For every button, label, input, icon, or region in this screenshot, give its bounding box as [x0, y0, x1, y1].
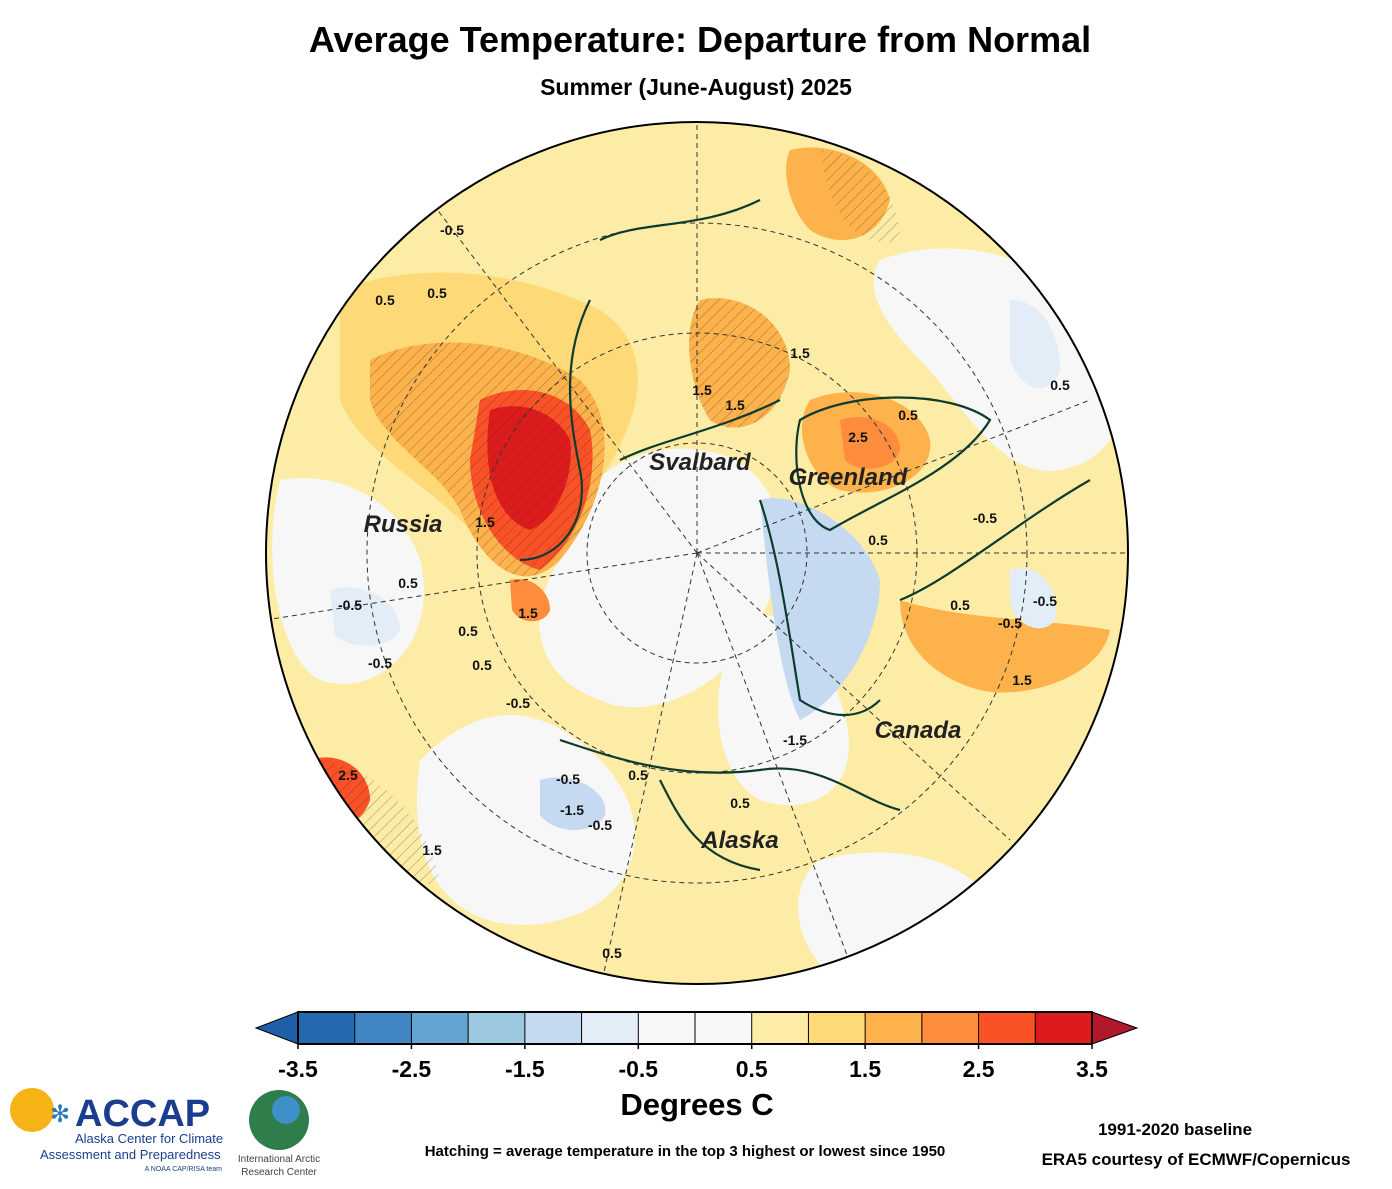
logo-text: Research Center	[241, 1167, 317, 1178]
contour-label: -0.5	[506, 695, 530, 711]
colorbar-bin	[808, 1012, 866, 1044]
contour-label: -0.5	[973, 510, 997, 526]
contour-label: 1.5	[692, 382, 712, 398]
map-border	[265, 121, 1129, 985]
contour-label: 0.5	[898, 407, 918, 423]
colorbar-bin	[581, 1012, 639, 1044]
colorbar-bin	[1035, 1012, 1092, 1044]
colorbar-bin	[411, 1012, 469, 1044]
logo-name: ACCAP	[75, 1093, 210, 1135]
colorbar-tick-label: 1.5	[849, 1056, 881, 1082]
contour-label: -0.5	[556, 771, 580, 787]
contour-label: 0.5	[950, 597, 970, 613]
contour-label: -0.5	[588, 817, 612, 833]
region-labels: Svalbard Greenland Russia Canada Alaska	[364, 449, 962, 854]
logo-sun	[10, 1088, 54, 1132]
anomaly-field	[510, 579, 550, 622]
colorbar-bin	[921, 1012, 979, 1044]
contour-label: 0.5	[458, 623, 478, 639]
contour-label: 0.5	[1050, 377, 1070, 393]
colorbar-bin	[865, 1012, 922, 1044]
accap-logo: ✻ ACCAP Alaska Center for Climate Assess…	[10, 1088, 223, 1173]
hatching	[310, 760, 440, 886]
logo-snowflake: ✻	[50, 1101, 70, 1128]
baseline: 1991-2020 baseline	[1098, 1120, 1252, 1139]
contour-label: 0.5	[398, 575, 418, 591]
anomaly-field	[539, 448, 780, 708]
colorbar-bin	[695, 1012, 752, 1044]
anomaly-field	[416, 715, 635, 925]
colorbar-tick-label: 3.5	[1076, 1056, 1108, 1082]
colorbar: -3.5 -2.5 -1.5 -0.5 0.5 1.5 2.5 3.5	[254, 1011, 1139, 1082]
colorbar-frame	[297, 1011, 1093, 1045]
colorbar-tick-label: -3.5	[278, 1056, 318, 1082]
colorbar-extend-low	[254, 1011, 299, 1045]
contour-label: 1.5	[725, 397, 745, 413]
colorbar-bin	[298, 1012, 355, 1044]
colorbar-bin	[751, 1012, 809, 1044]
colorbar-tick-label: -2.5	[392, 1056, 432, 1082]
colorbar-tick-label: 2.5	[963, 1056, 995, 1082]
anomaly-field	[1010, 568, 1056, 629]
colorbar-bin	[354, 1012, 412, 1044]
contour-label: 0.5	[868, 532, 888, 548]
anomaly-field	[840, 416, 900, 469]
colorbar-bin	[524, 1012, 582, 1044]
contour-label: -0.5	[1033, 593, 1057, 609]
source: ERA5 courtesy of ECMWF/Copernicus	[1042, 1150, 1351, 1169]
contour-label: -0.5	[440, 222, 464, 238]
contour-label: -0.5	[338, 597, 362, 613]
logo-text: Alaska Center for Climate	[75, 1131, 223, 1146]
colorbar-bin	[468, 1012, 525, 1044]
hatching	[820, 150, 900, 243]
logo-text: International Arctic	[238, 1154, 320, 1165]
region-label: Svalbard	[649, 449, 752, 476]
contour-label: 0.5	[730, 795, 750, 811]
region-label: Russia	[364, 511, 443, 538]
contour-label: 0.5	[628, 767, 648, 783]
colorbar-tick-label: -1.5	[505, 1056, 545, 1082]
contour-label: 1.5	[518, 605, 538, 621]
logo-globe	[272, 1096, 300, 1124]
contour-label: -0.5	[368, 655, 392, 671]
colorbar-extend-high	[1091, 1011, 1139, 1045]
hatching	[370, 342, 605, 577]
contour-labels: -0.5 0.5 0.5 -0.5 0.5 -0.5 0.5 0.5 1.5 1.5 1.5 1.5 2…	[338, 222, 1070, 961]
contour-label: 1.5	[422, 842, 442, 858]
contour-label: 0.5	[472, 657, 492, 673]
iarc-logo: International Arctic Research Center	[238, 1090, 320, 1178]
region-label: Greenland	[789, 464, 909, 491]
contour-label: 1.5	[475, 514, 495, 530]
colorbar-bin	[638, 1012, 695, 1044]
contour-label: 0.5	[427, 285, 447, 301]
anomaly-field	[1010, 300, 1060, 389]
colorbar-tick-label: 0.5	[736, 1056, 768, 1082]
colorbar-bin	[978, 1012, 1036, 1044]
colorbar-label: Degrees C	[620, 1087, 773, 1122]
contour-label: 1.5	[790, 345, 810, 361]
contour-label: 1.5	[1012, 672, 1032, 688]
hatching-note: Hatching = average temperature in the to…	[425, 1143, 946, 1160]
contour-label: -1.5	[783, 732, 807, 748]
contour-label: 0.5	[602, 945, 622, 961]
contour-label: 2.5	[338, 767, 358, 783]
anomaly-field	[760, 498, 880, 720]
region-label: Alaska	[700, 827, 778, 854]
contour-label: -1.5	[560, 802, 584, 818]
anomaly-field	[900, 600, 1110, 693]
contour-label: -0.5	[998, 615, 1022, 631]
contour-label: 0.5	[375, 292, 395, 308]
map: -0.5 0.5 0.5 -0.5 0.5 -0.5 0.5 0.5 1.5 1.5 1.5 1.5 2…	[266, 122, 1128, 984]
coastline	[519, 199, 1091, 872]
subtitle: Summer (June-August) 2025	[540, 74, 852, 100]
anomaly-field	[540, 777, 606, 830]
logo-text: A NOAA CAP/RISA team	[145, 1166, 223, 1173]
region-label: Canada	[875, 717, 962, 744]
title: Average Temperature: Departure from Norm…	[309, 19, 1091, 60]
contour-label: 2.5	[848, 429, 868, 445]
hatching	[689, 298, 790, 428]
colorbar-tick-label: -0.5	[618, 1056, 658, 1082]
logo-text: Assessment and Preparedness	[40, 1147, 221, 1162]
